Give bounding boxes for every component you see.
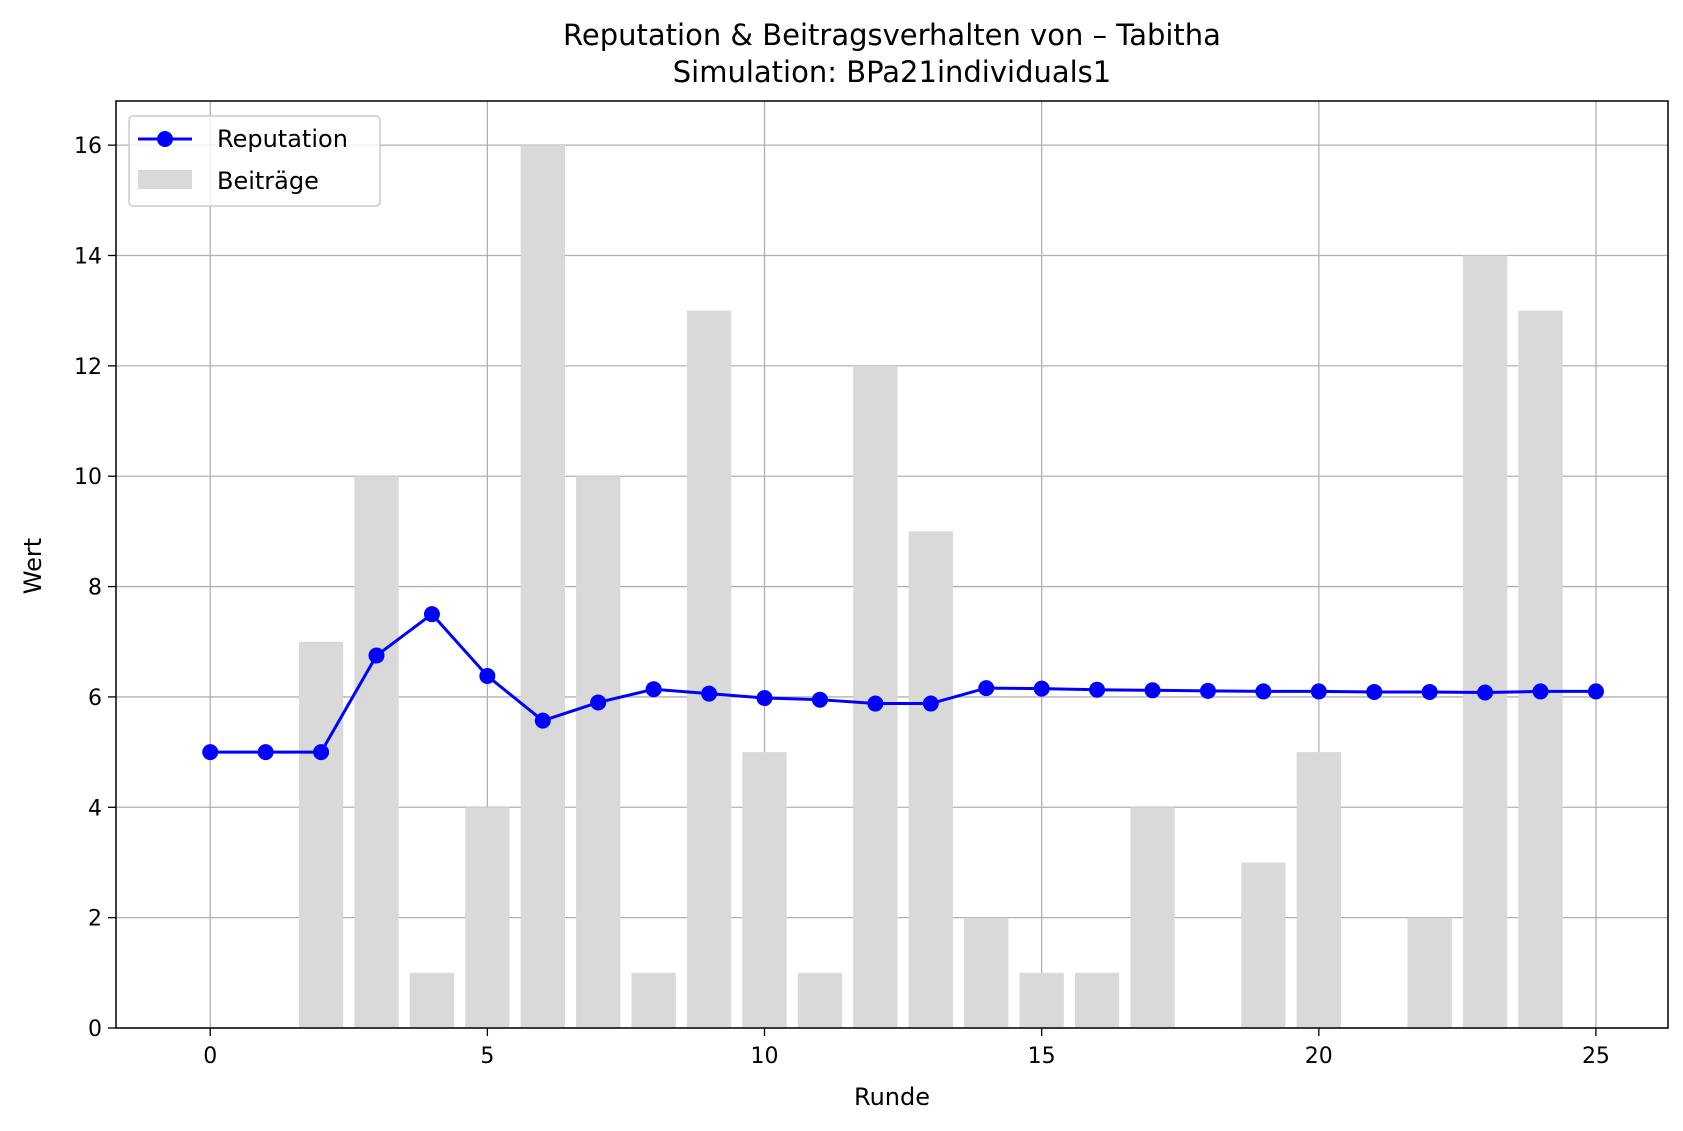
legend-label-reputation: Reputation — [217, 125, 348, 153]
x-tick-label: 0 — [203, 1044, 217, 1069]
y-tick-label: 14 — [74, 245, 102, 270]
reputation-point — [1532, 683, 1549, 700]
y-tick-label: 4 — [88, 796, 102, 821]
bar-beitraege — [298, 641, 344, 1028]
y-tick-label: 6 — [88, 686, 102, 711]
reputation-point — [701, 685, 718, 702]
reputation-point — [867, 695, 884, 712]
bar-beitraege — [797, 972, 843, 1028]
bar-beitraege — [631, 972, 676, 1028]
reputation-point — [1477, 684, 1494, 701]
reputation-point — [1199, 682, 1216, 699]
y-tick-label: 10 — [74, 465, 102, 490]
y-axis-label: Wert — [19, 538, 47, 594]
y-tick-label: 8 — [88, 576, 102, 601]
reputation-point — [368, 647, 385, 664]
y-tick-label: 2 — [88, 907, 102, 932]
bar-beitraege — [686, 310, 732, 1028]
reputation-point — [590, 694, 607, 711]
bar-beitraege — [520, 145, 565, 1029]
bar-beitraege — [465, 807, 510, 1028]
reputation-point — [534, 712, 551, 729]
y-tick-label: 12 — [74, 355, 102, 380]
bar-beitraege — [1130, 807, 1175, 1028]
x-tick-label: 15 — [1028, 1044, 1056, 1069]
reputation-point — [978, 680, 995, 697]
line-series — [210, 612, 1596, 754]
bar-beitraege — [1074, 972, 1120, 1028]
reputation-point — [756, 690, 773, 707]
reputation-point — [257, 744, 274, 761]
legend: Reputation Beiträge — [128, 115, 381, 207]
reputation-point — [479, 667, 496, 684]
reputation-point — [1255, 683, 1272, 700]
reputation-point — [202, 744, 219, 761]
legend-label-beitraege: Beiträge — [217, 167, 319, 195]
reputation-point — [313, 744, 330, 761]
x-tick-label: 25 — [1582, 1044, 1610, 1069]
bar-beitraege — [1019, 972, 1064, 1028]
reputation-line — [210, 612, 1596, 754]
y-ticks: 0 2 4 6 8 10 12 14 16 — [74, 134, 116, 1042]
x-axis-label: Runde — [854, 1083, 930, 1111]
reputation-point — [1089, 681, 1106, 698]
legend-bar-swatch — [138, 170, 192, 189]
reputation-point — [1421, 683, 1438, 700]
bar-beitraege — [354, 476, 399, 1028]
bars — [298, 145, 1563, 1029]
bar-beitraege — [1407, 917, 1452, 1028]
reputation-point — [423, 606, 440, 623]
reputation-point — [1144, 682, 1161, 699]
markers — [202, 606, 1604, 761]
reputation-point — [1033, 680, 1050, 697]
bar-beitraege — [964, 917, 1009, 1028]
bar-beitraege — [1241, 862, 1286, 1028]
bar-beitraege — [742, 752, 787, 1028]
y-tick-label: 16 — [74, 134, 102, 159]
reputation-point — [1366, 683, 1383, 700]
x-tick-label: 10 — [751, 1044, 779, 1069]
chart-title: Reputation & Beitragsverhalten von – Tab… — [563, 18, 1221, 52]
bar-beitraege — [908, 531, 953, 1028]
reputation-point — [922, 695, 939, 712]
bar-beitraege — [1462, 255, 1508, 1028]
x-tick-label: 20 — [1305, 1044, 1333, 1069]
legend-marker-swatch — [157, 131, 173, 147]
y-tick-label: 0 — [88, 1017, 102, 1042]
reputation-point — [1587, 683, 1604, 700]
x-ticks: 0 5 10 15 20 25 — [203, 1028, 1610, 1069]
x-tick-label: 5 — [480, 1044, 494, 1069]
bar-beitraege — [1296, 752, 1341, 1028]
bar-beitraege — [1518, 310, 1563, 1028]
reputation-point — [645, 681, 662, 698]
reputation-point — [1310, 683, 1327, 700]
plot-frame — [115, 100, 1669, 1029]
chart-subtitle: Simulation: BPa21individuals1 — [673, 55, 1112, 89]
bar-beitraege — [409, 972, 455, 1028]
bar-beitraege — [576, 476, 621, 1028]
reputation-point — [811, 691, 828, 708]
